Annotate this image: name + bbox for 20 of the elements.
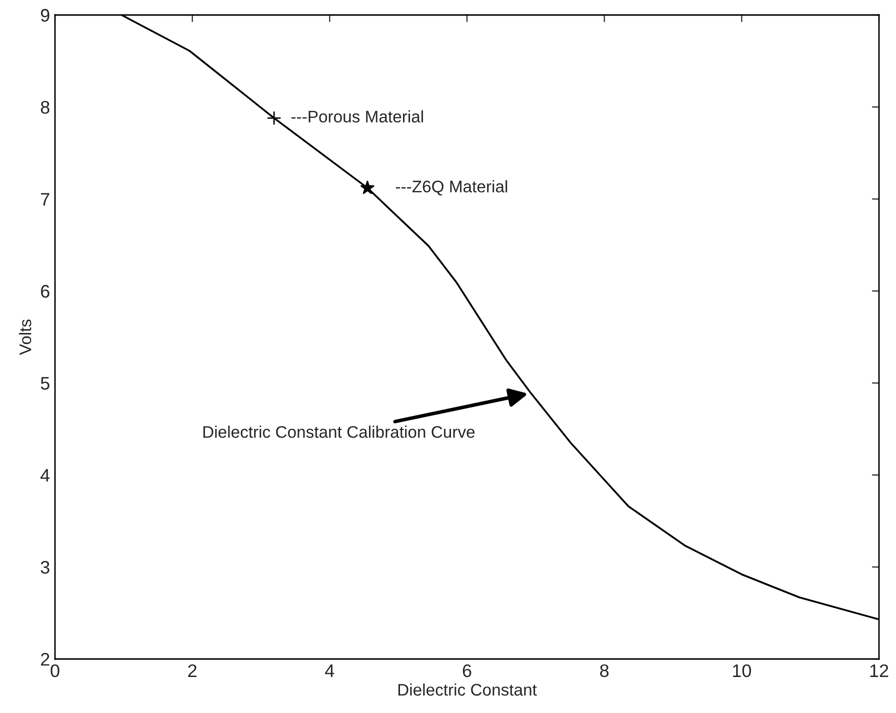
y-tick-label: 7 — [41, 193, 50, 206]
y-tick-label: 5 — [40, 377, 50, 390]
annotation: Dielectric Constant Calibration Curve — [203, 426, 475, 438]
x-tick-label: 12 — [870, 664, 888, 677]
x-tick-label: 4 — [325, 664, 334, 677]
y-tick-label: 6 — [41, 284, 50, 298]
annotation: ---Porous Material — [291, 110, 423, 123]
x-axis-title: Dielectric Constant — [398, 683, 537, 696]
y-tick-label: 8 — [40, 100, 50, 114]
x-tick-label: 8 — [600, 664, 609, 678]
y-tick-label: 4 — [40, 469, 50, 482]
y-tick-label: 9 — [40, 8, 50, 22]
x-tick-label: 0 — [50, 664, 60, 678]
x-tick-label: 10 — [733, 664, 752, 678]
x-tick-label: 2 — [188, 664, 196, 677]
x-tick-label: 6 — [462, 664, 472, 678]
y-axis-title: Volts — [19, 320, 32, 355]
annotation: ---Z6Q Material — [396, 180, 508, 196]
y-tick-label: 2 — [41, 652, 50, 666]
y-tick-label: 3 — [40, 560, 50, 574]
